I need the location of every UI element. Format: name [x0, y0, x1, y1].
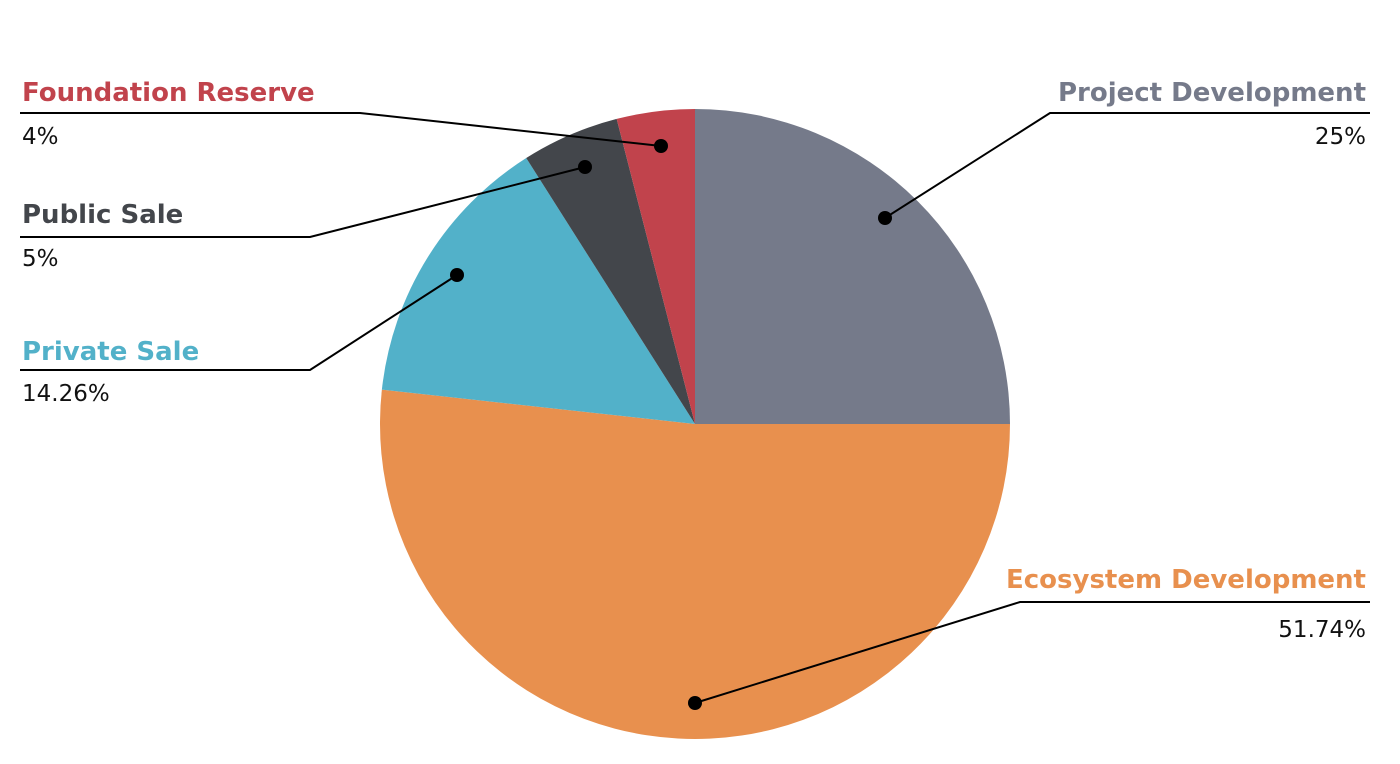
value-label: 14.26%	[22, 381, 110, 407]
pie-slice	[380, 389, 1011, 739]
value-label: 5%	[22, 246, 59, 272]
value-label: 4%	[22, 124, 59, 150]
pie-slice	[695, 109, 1010, 424]
leader-line	[20, 166, 586, 238]
leader-dot	[578, 160, 592, 174]
pie-slice	[381, 158, 695, 425]
leader-dot	[654, 139, 668, 153]
value-label: 25%	[1315, 124, 1366, 150]
pie-slice	[616, 109, 695, 424]
value-label: 51.74%	[1278, 617, 1366, 643]
slice-label: Private Sale	[22, 337, 199, 367]
leader-dot	[450, 268, 464, 282]
slice-label: Foundation Reserve	[22, 78, 315, 108]
slice-label: Public Sale	[22, 200, 183, 230]
slice-label: Ecosystem Development	[1006, 565, 1366, 595]
leader-line	[20, 274, 458, 371]
pie-slice	[526, 118, 695, 424]
slice-label: Project Development	[1058, 78, 1366, 108]
leader-line	[20, 112, 662, 147]
leader-line	[884, 112, 1370, 219]
leader-dot	[878, 211, 892, 225]
leader-dot	[688, 696, 702, 710]
leader-line	[694, 601, 1370, 704]
